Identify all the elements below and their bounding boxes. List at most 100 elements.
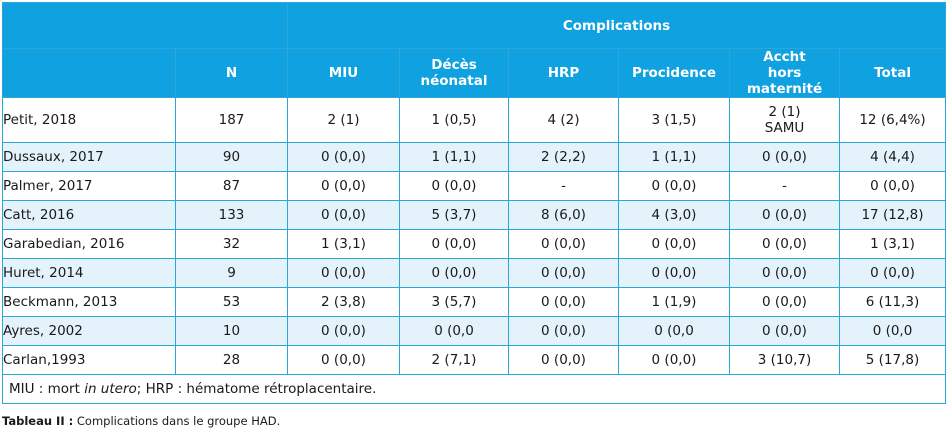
miu-cell: 0 (0,0) [287,258,400,288]
procidence-cell: 4 (3,0) [618,200,730,230]
accht-cell: 3 (10,7) [729,345,840,375]
table-row: Huret, 2014 9 0 (0,0) 0 (0,0) 0 (0,0) 0 (0,0)… [2,258,947,288]
total-cell: 17 (12,8) [838,200,947,230]
col-header-accht-hors-maternite: Accht hors maternité [729,48,840,98]
hrp-cell: 0 (0,0) [508,316,619,346]
col-header-deces-neonatal: Décès néonatal [399,48,509,98]
n-cell: 28 [175,345,288,375]
total-cell: 0 (0,0) [838,171,947,201]
hrp-cell: 0 (0,0) [508,229,619,259]
study-name-cell: Ayres, 2002 [2,316,176,346]
miu-cell: 1 (3,1) [287,229,400,259]
col-header-total: Total [838,48,947,98]
table-row: Catt, 2016 133 0 (0,0) 5 (3,7) 8 (6,0) 4 (3,0… [2,200,947,230]
table-row: Palmer, 2017 87 0 (0,0) 0 (0,0) -0 (0,0) -0 (… [2,171,947,201]
footnote-cell: MIU : mort in utero; HRP : hématome rétr… [1,374,947,404]
accht-cell: 2 (1) SAMU [729,97,840,143]
hrp-cell: 0 (0,0) [508,287,619,317]
n-cell: 133 [175,200,288,230]
deces-neonatal-cell: 0 (0,0) [399,171,509,201]
accht-cell: 0 (0,0) [729,200,840,230]
study-name-cell: Carlan,1993 [2,345,176,375]
miu-cell: 0 (0,0) [287,200,400,230]
table-row: Dussaux, 2017 90 0 (0,0) 1 (1,1) 2 (2,2) 1 (1… [2,142,947,172]
hrp-cell: 8 (6,0) [508,200,619,230]
study-name-cell: Catt, 2016 [2,200,176,230]
study-name-cell: Palmer, 2017 [2,171,176,201]
complications-table: Complications N MIU Décès néonatal HRP P… [1,2,947,404]
total-cell: 1 (3,1) [838,229,947,259]
procidence-cell: 0 (0,0) [618,345,730,375]
accht-extra: SAMU [764,120,805,136]
total-cell: 0 (0,0 [838,316,947,346]
study-name-cell: Petit, 2018 [2,97,176,143]
col-header-hrp: HRP [508,48,619,98]
procidence-cell: 0 (0,0) [618,229,730,259]
table-row: Ayres, 2002 10 0 (0,0) 0 (0,0 0 (0,0) 0 (0,0 0… [2,316,947,346]
deces-neonatal-cell: 3 (5,7) [399,287,509,317]
caption-text: Complications dans le groupe HAD. [73,414,281,428]
hrp-cell: 2 (2,2) [508,142,619,172]
total-cell: 6 (11,3) [838,287,947,317]
deces-neonatal-cell: 5 (3,7) [399,200,509,230]
col-header-n: N [175,48,288,98]
col-header-deces-text: Décès néonatal [420,57,488,89]
deces-neonatal-cell: 0 (0,0 [399,316,509,346]
footnote-row: MIU : mort in utero; HRP : hématome rétr… [1,374,947,404]
deces-neonatal-cell: 0 (0,0) [399,258,509,288]
procidence-cell: 1 (1,1) [618,142,730,172]
accht-value: 2 (1) [768,104,801,120]
table-row: Garabedian, 2016 32 1 (3,1) 0 (0,0) 0 (0,0) 0… [2,229,947,259]
header-row-columns: N MIU Décès néonatal HRP Procidence Acch… [2,48,947,98]
table-caption: Tableau II : Complications dans le group… [2,414,280,428]
n-cell: 32 [175,229,288,259]
procidence-cell: 3 (1,5) [618,97,730,143]
table-row: Carlan,1993 28 0 (0,0) 2 (7,1) 0 (0,0) 0 (0,0… [2,345,947,375]
total-cell: 4 (4,4) [838,142,947,172]
n-cell: 10 [175,316,288,346]
procidence-cell: 0 (0,0) [618,258,730,288]
complications-group-header: Complications [286,2,947,49]
accht-cell: 0 (0,0) [729,316,840,346]
study-name-cell: Beckmann, 2013 [2,287,176,317]
accht-cell: 0 (0,0) [729,142,840,172]
n-cell: 53 [175,287,288,317]
procidence-cell: 0 (0,0) [618,171,730,201]
header-name-cell [2,48,176,98]
miu-cell: 2 (3,8) [287,287,400,317]
total-cell: 5 (17,8) [838,345,947,375]
deces-neonatal-cell: 0 (0,0) [399,229,509,259]
n-cell: 187 [175,97,288,143]
accht-cell: 0 (0,0) [729,258,840,288]
n-cell: 90 [175,142,288,172]
miu-cell: 0 (0,0) [287,345,400,375]
table-body: Petit, 2018 187 2 (1) 1 (0,5) 4 (2) 3 (1,5) 2 … [2,97,947,375]
deces-neonatal-cell: 2 (7,1) [399,345,509,375]
deces-neonatal-cell: 1 (0,5) [399,97,509,143]
table-row: Beckmann, 2013 53 2 (3,8) 3 (5,7) 0 (0,0) 1 (… [2,287,947,317]
miu-cell: 0 (0,0) [287,316,400,346]
col-header-miu: MIU [287,48,400,98]
total-cell: 12 (6,4%) [838,97,947,143]
n-cell: 87 [175,171,288,201]
study-name-cell: Huret, 2014 [2,258,176,288]
footnote-part1: MIU : mort [9,381,85,397]
hrp-cell: 0 (0,0) [508,345,619,375]
accht-cell: - [729,171,840,201]
study-name-cell: Garabedian, 2016 [2,229,176,259]
accht-cell: 0 (0,0) [729,287,840,317]
hrp-cell: 4 (2) [508,97,619,143]
col-header-accht-text: Accht hors maternité [746,49,823,97]
n-cell: 9 [175,258,288,288]
miu-cell: 0 (0,0) [287,142,400,172]
hrp-cell: - [508,171,619,201]
accht-cell: 0 (0,0) [729,229,840,259]
header-row-group: Complications [2,2,947,49]
header-blank-cell [2,2,288,49]
miu-cell: 0 (0,0) [287,171,400,201]
study-name-cell: Dussaux, 2017 [2,142,176,172]
deces-neonatal-cell: 1 (1,1) [399,142,509,172]
footnote-in-utero: in utero [84,381,137,397]
col-header-procidence: Procidence [618,48,730,98]
miu-cell: 2 (1) [287,97,400,143]
